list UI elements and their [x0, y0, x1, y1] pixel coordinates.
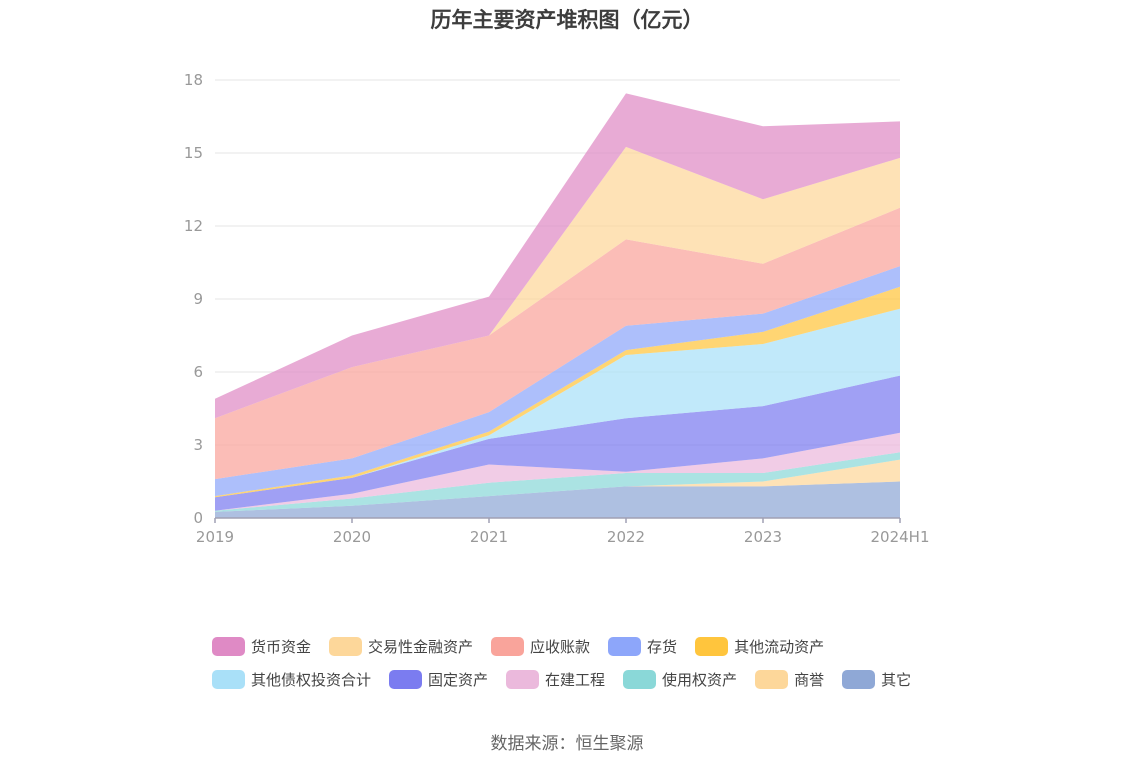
legend-swatch [491, 637, 525, 656]
x-tick-label: 2023 [744, 528, 782, 546]
legend-label: 交易性金融资产 [368, 638, 474, 656]
area-交易性金融资产 [215, 146, 900, 419]
area-其他流动资产 [215, 286, 900, 498]
area-使用权资产 [215, 452, 900, 512]
legend-label: 使用权资产 [662, 671, 738, 689]
legend-swatch [506, 670, 540, 689]
legend-swatch [842, 670, 876, 689]
legend-swatch [212, 670, 245, 689]
legend-item-其他流动资产[interactable]: 其他流动资产 [695, 636, 824, 657]
legend-label: 在建工程 [545, 671, 606, 689]
legend-swatch [608, 637, 642, 656]
chart-title: 历年主要资产堆积图（亿元） [430, 8, 704, 32]
legend-label: 固定资产 [428, 671, 489, 689]
area-series-layer [215, 93, 900, 518]
legend-item-其他债权投资合计[interactable]: 其他债权投资合计 [212, 669, 371, 690]
y-tick-label: 6 [193, 363, 203, 381]
y-tick-label: 0 [193, 509, 203, 527]
x-tick-label: 2020 [333, 528, 371, 546]
legend-row-1: 货币资金 交易性金融资产 应收账款 存货 其他流动资产 [212, 630, 972, 663]
legend-label: 货币资金 [251, 638, 312, 656]
legend-item-交易性金融资产[interactable]: 交易性金融资产 [329, 636, 473, 657]
area-其它 [215, 481, 900, 518]
y-tick-label: 9 [193, 290, 203, 308]
x-tick-label: 2022 [607, 528, 645, 546]
x-tick-label: 2019 [196, 528, 234, 546]
y-tick-label: 12 [184, 217, 203, 235]
legend-item-商誉[interactable]: 商誉 [755, 669, 824, 690]
legend-item-应收账款[interactable]: 应收账款 [491, 636, 590, 657]
axes: 0 3 6 9 12 15 18 2019 2020 2021 2022 2023 2024H1 [184, 71, 930, 546]
legend-label: 商誉 [794, 671, 825, 689]
legend-item-固定资产[interactable]: 固定资产 [389, 669, 488, 690]
legend-item-其它[interactable]: 其它 [842, 669, 911, 690]
chart-plot: 0 3 6 9 12 15 18 2019 2020 2021 2022 2023 2024H1 [184, 71, 930, 546]
legend-swatch [212, 637, 245, 656]
legend-item-存货[interactable]: 存货 [608, 636, 677, 657]
area-货币资金 [215, 93, 900, 419]
legend-swatch [389, 670, 423, 689]
legend-label: 应收账款 [530, 638, 591, 656]
y-tick-label: 15 [184, 144, 203, 162]
legend-item-在建工程[interactable]: 在建工程 [506, 669, 605, 690]
area-其他债权投资合计 [215, 308, 900, 498]
legend-swatch [623, 670, 657, 689]
legend-swatch [695, 637, 729, 656]
area-存货 [215, 266, 900, 497]
area-在建工程 [215, 432, 900, 511]
area-商誉 [215, 459, 900, 512]
legend-swatch [329, 637, 363, 656]
legend-item-使用权资产[interactable]: 使用权资产 [623, 669, 737, 690]
legend: 货币资金 交易性金融资产 应收账款 存货 其他流动资产 其他债权投资合计 固定资产 在建工程… [212, 630, 972, 696]
source-note: 数据来源：恒生聚源 [490, 734, 644, 754]
legend-label: 其他债权投资合计 [251, 671, 372, 689]
x-tick-label: 2021 [470, 528, 508, 546]
legend-label: 其它 [881, 671, 912, 689]
x-tick-label: 2024H1 [871, 528, 930, 546]
y-tick-label: 18 [184, 71, 203, 89]
legend-swatch [755, 670, 789, 689]
area-固定资产 [215, 375, 900, 511]
legend-label: 存货 [647, 638, 678, 656]
legend-item-货币资金[interactable]: 货币资金 [212, 636, 311, 657]
y-tick-label: 3 [193, 436, 203, 454]
legend-row-2: 其他债权投资合计 固定资产 在建工程 使用权资产 商誉 其它 [212, 663, 972, 696]
area-应收账款 [215, 207, 900, 480]
legend-label: 其他流动资产 [734, 638, 825, 656]
